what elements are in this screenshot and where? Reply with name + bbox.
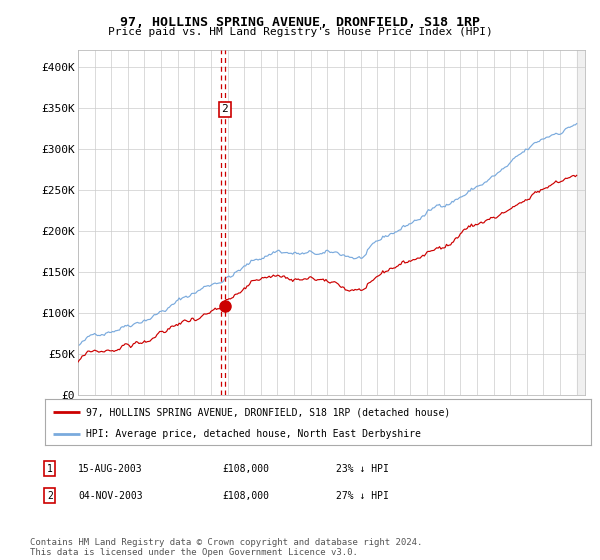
Text: 15-AUG-2003: 15-AUG-2003 — [78, 464, 143, 474]
Text: HPI: Average price, detached house, North East Derbyshire: HPI: Average price, detached house, Nort… — [86, 429, 421, 438]
Text: 1: 1 — [47, 464, 53, 474]
Text: 27% ↓ HPI: 27% ↓ HPI — [336, 491, 389, 501]
Text: £108,000: £108,000 — [222, 491, 269, 501]
Text: £108,000: £108,000 — [222, 464, 269, 474]
Bar — [577, 50, 585, 395]
Text: 04-NOV-2003: 04-NOV-2003 — [78, 491, 143, 501]
Text: Price paid vs. HM Land Registry's House Price Index (HPI): Price paid vs. HM Land Registry's House … — [107, 27, 493, 37]
Text: Contains HM Land Registry data © Crown copyright and database right 2024.
This d: Contains HM Land Registry data © Crown c… — [30, 538, 422, 557]
Text: 23% ↓ HPI: 23% ↓ HPI — [336, 464, 389, 474]
Text: 97, HOLLINS SPRING AVENUE, DRONFIELD, S18 1RP: 97, HOLLINS SPRING AVENUE, DRONFIELD, S1… — [120, 16, 480, 29]
Text: 2: 2 — [47, 491, 53, 501]
Text: 2: 2 — [221, 105, 229, 114]
Text: 97, HOLLINS SPRING AVENUE, DRONFIELD, S18 1RP (detached house): 97, HOLLINS SPRING AVENUE, DRONFIELD, S1… — [86, 407, 450, 417]
